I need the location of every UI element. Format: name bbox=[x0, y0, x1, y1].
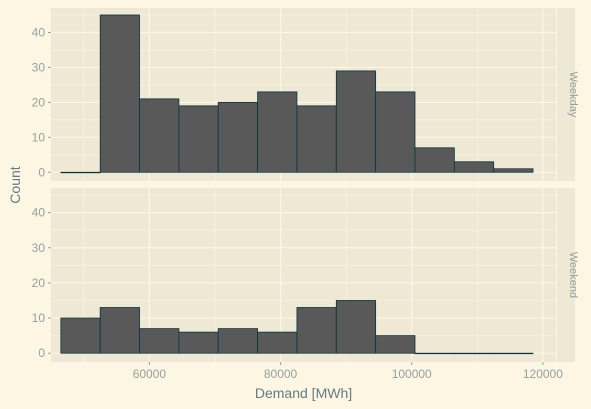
histogram-bar bbox=[257, 331, 298, 354]
histogram-bar bbox=[217, 101, 258, 173]
y-tick-label: 0 bbox=[38, 346, 45, 360]
x-tick-label: 100000 bbox=[392, 367, 432, 381]
x-axis-title: Demand [MWh] bbox=[255, 385, 352, 401]
y-tick-label: 30 bbox=[32, 241, 46, 255]
histogram-bar bbox=[257, 91, 298, 173]
facet-strip bbox=[557, 188, 575, 362]
histogram-bar bbox=[375, 91, 416, 173]
y-tick-label: 10 bbox=[32, 311, 46, 325]
facet-strip bbox=[557, 8, 575, 181]
y-tick-label: 20 bbox=[32, 95, 46, 109]
facet-panel-weekend: 0 10 20 30 40 Weekend bbox=[32, 188, 579, 362]
histogram-bar bbox=[178, 105, 219, 173]
y-tick-label: 0 bbox=[38, 165, 45, 179]
histogram-bar bbox=[60, 171, 101, 174]
histogram-bar bbox=[414, 352, 455, 355]
facet-panel-weekday: 0 10 20 30 40 Weekday bbox=[32, 8, 579, 181]
y-tick-label: 40 bbox=[32, 25, 46, 39]
panels-layer: 0 10 20 30 40 Weekday 0 10 20 30 40 Weekend 60000 800… bbox=[32, 8, 579, 381]
histogram-bar bbox=[335, 70, 377, 173]
histogram-bar bbox=[139, 98, 180, 173]
y-tick-label: 40 bbox=[32, 206, 46, 220]
histogram-bar bbox=[296, 307, 337, 354]
y-tick-label: 20 bbox=[32, 276, 46, 290]
histogram-bar bbox=[493, 352, 534, 355]
facet-strip-label-weekday: Weekday bbox=[567, 72, 579, 118]
histogram-bar bbox=[217, 328, 258, 354]
histogram-bar bbox=[99, 307, 140, 354]
histogram-bar bbox=[296, 105, 337, 173]
histogram-bar bbox=[178, 331, 219, 354]
x-tick-label: 80000 bbox=[264, 367, 298, 381]
y-tick-label: 30 bbox=[32, 60, 46, 74]
histogram-bar bbox=[335, 300, 377, 354]
facet-strip-label-weekend: Weekend bbox=[567, 252, 579, 298]
histogram-bar bbox=[60, 317, 101, 354]
histogram-bar bbox=[453, 161, 495, 173]
histogram-bar bbox=[493, 168, 534, 173]
x-tick-label: 120000 bbox=[523, 367, 563, 381]
histogram-bar bbox=[139, 328, 180, 354]
histogram-bar bbox=[453, 352, 495, 355]
histogram-bar bbox=[414, 147, 455, 173]
histogram-bar bbox=[99, 14, 140, 173]
histogram-bar bbox=[375, 335, 416, 354]
y-tick-label: 10 bbox=[32, 130, 46, 144]
x-tick-label: 60000 bbox=[133, 367, 167, 381]
y-axis-title: Count bbox=[7, 166, 23, 203]
